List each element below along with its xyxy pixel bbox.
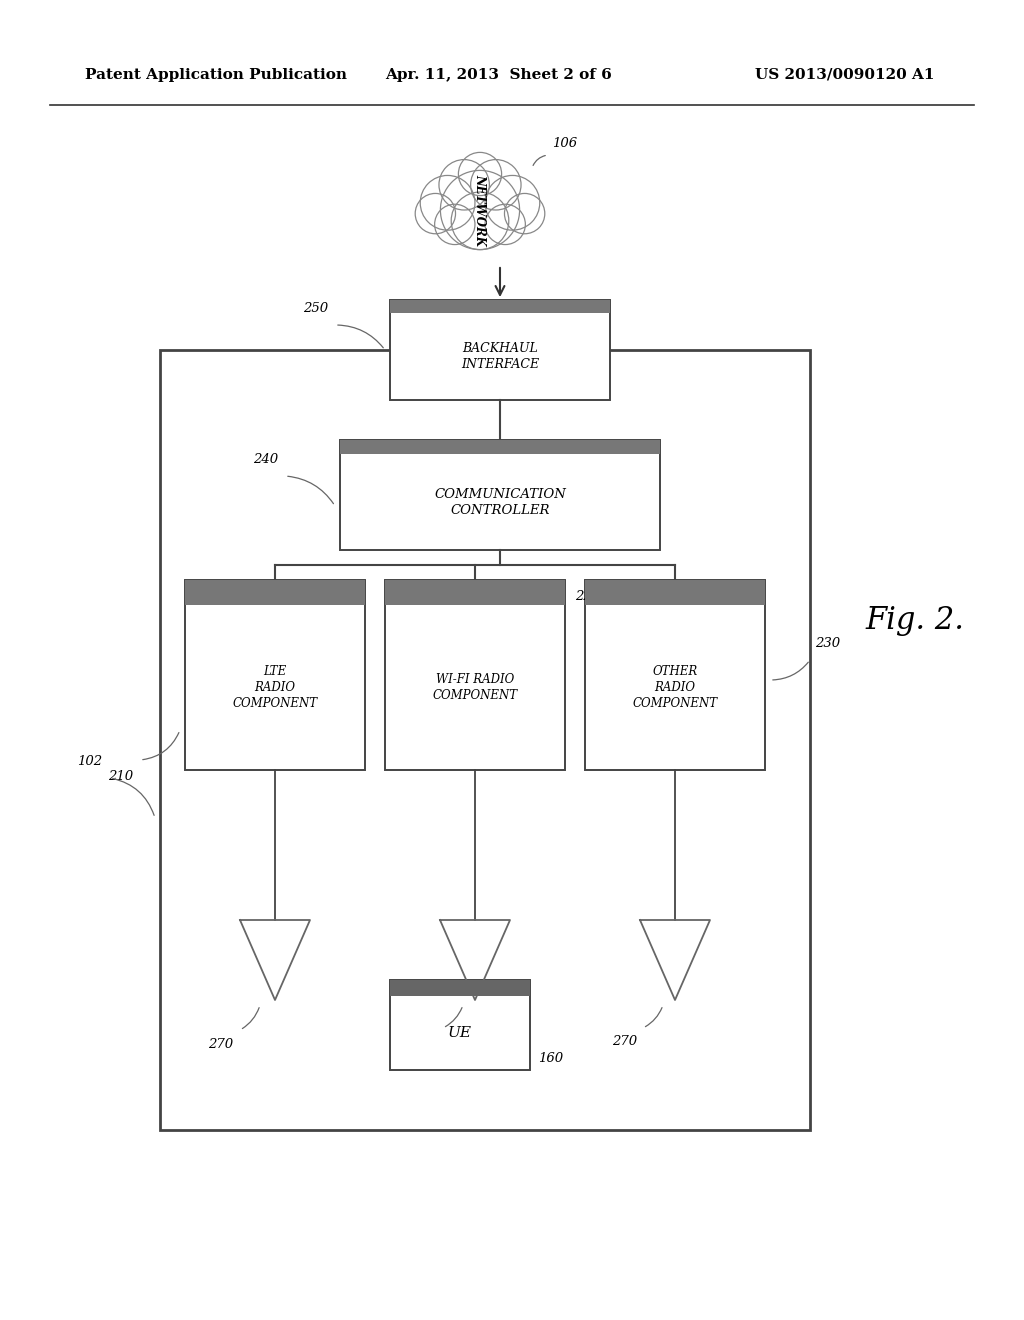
Circle shape [415, 194, 456, 234]
Circle shape [440, 170, 519, 249]
Text: 210: 210 [108, 770, 133, 783]
Text: 230: 230 [815, 638, 840, 649]
Bar [385, 579, 565, 605]
Bar [390, 979, 530, 997]
Circle shape [485, 205, 525, 244]
Text: COMMUNICATION
CONTROLLER: COMMUNICATION CONTROLLER [434, 487, 566, 516]
Circle shape [452, 191, 509, 249]
Bar [390, 300, 610, 313]
Circle shape [485, 176, 540, 230]
Text: 102: 102 [77, 755, 102, 768]
Text: NETWORK: NETWORK [473, 174, 486, 246]
Bar [185, 579, 365, 605]
Text: BACKHAUL
INTERFACE: BACKHAUL INTERFACE [461, 342, 539, 371]
Text: 250: 250 [303, 302, 328, 315]
Text: Fig. 2.: Fig. 2. [865, 605, 964, 635]
Circle shape [471, 160, 521, 210]
Text: 270: 270 [612, 1035, 637, 1048]
Circle shape [434, 205, 475, 244]
Circle shape [420, 176, 475, 230]
Text: UE: UE [447, 1026, 472, 1040]
Text: Patent Application Publication: Patent Application Publication [85, 69, 347, 82]
Text: 160: 160 [538, 1052, 563, 1065]
Text: LTE
RADIO
COMPONENT: LTE RADIO COMPONENT [232, 665, 317, 710]
Text: 106: 106 [552, 137, 578, 150]
Text: 240: 240 [253, 453, 278, 466]
Bar [340, 440, 660, 454]
Circle shape [439, 160, 489, 210]
Bar [385, 579, 565, 770]
Bar [390, 300, 610, 400]
Text: Apr. 11, 2013  Sheet 2 of 6: Apr. 11, 2013 Sheet 2 of 6 [385, 69, 611, 82]
Text: 220: 220 [575, 590, 600, 603]
Text: OTHER
RADIO
COMPONENT: OTHER RADIO COMPONENT [633, 665, 718, 710]
Text: 170: 170 [412, 1035, 437, 1048]
Bar [390, 979, 530, 1071]
Circle shape [459, 152, 502, 195]
Bar [185, 579, 365, 770]
Bar [340, 440, 660, 550]
Text: 270: 270 [208, 1038, 233, 1051]
Bar [160, 350, 810, 1130]
Bar [585, 579, 765, 605]
Bar [585, 579, 765, 770]
Text: WI-FI RADIO
COMPONENT: WI-FI RADIO COMPONENT [432, 673, 517, 702]
Circle shape [505, 194, 545, 234]
Text: US 2013/0090120 A1: US 2013/0090120 A1 [755, 69, 935, 82]
